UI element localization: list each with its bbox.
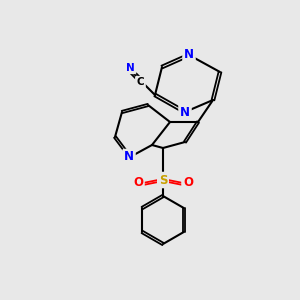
Text: N: N [180,106,190,118]
Text: S: S [159,173,167,187]
Text: O: O [183,176,193,190]
Text: O: O [133,176,143,190]
Text: N: N [124,151,134,164]
Text: C: C [136,77,144,87]
Text: N: N [184,49,194,62]
Text: N: N [126,62,135,73]
